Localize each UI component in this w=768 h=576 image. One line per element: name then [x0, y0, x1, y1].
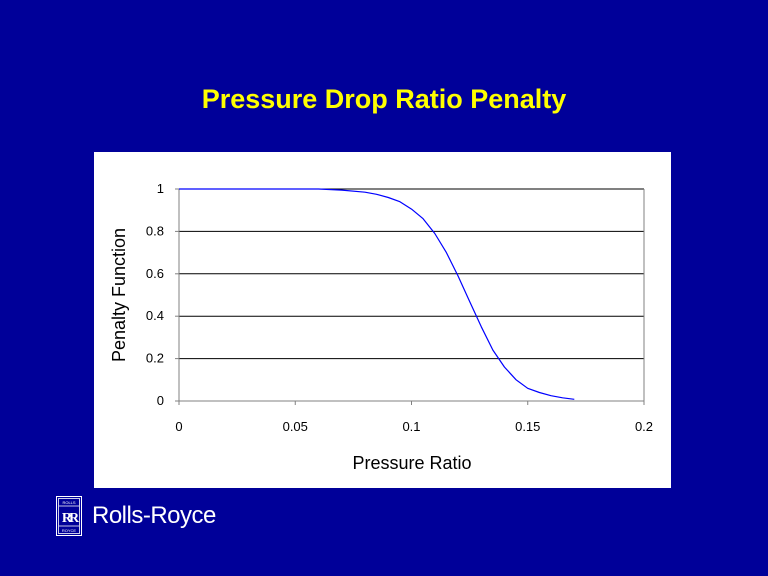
slide-title: Pressure Drop Ratio Penalty — [201, 84, 567, 114]
x-tick-label-1: 0.05 — [283, 419, 308, 434]
x-tick-label-4: 0.2 — [635, 419, 653, 434]
tick-labels: 0 0.2 0.4 0.6 0.8 1 0 0.05 0.1 0.15 0.2 — [146, 181, 653, 434]
y-tick-label-4: 0.8 — [146, 223, 164, 238]
x-tick-label-0: 0 — [175, 419, 182, 434]
series-line-0 — [179, 188, 575, 400]
badge-bottom-text: ROYCE — [62, 528, 77, 533]
gridlines — [179, 188, 644, 360]
chart-panel: 0 0.2 0.4 0.6 0.8 1 0 0.05 0.1 0.15 0.2 Pressure R… — [94, 152, 671, 488]
badge-letters: RR — [62, 511, 80, 526]
y-tick-label-0: 0 — [157, 393, 164, 408]
y-axis-title: Penalty Function — [109, 228, 129, 362]
line-chart: 0 0.2 0.4 0.6 0.8 1 0 0.05 0.1 0.15 0.2 Pressure R… — [109, 181, 653, 473]
x-axis-title: Pressure Ratio — [352, 453, 471, 473]
rolls-royce-logo: ROLLS RR ROYCE Rolls-Royce — [56, 496, 216, 536]
series-layer — [179, 188, 575, 400]
badge-top-text: ROLLS — [62, 500, 75, 505]
rr-badge-icon: ROLLS RR ROYCE — [56, 496, 82, 536]
y-tick-label-2: 0.4 — [146, 308, 164, 323]
axes — [175, 188, 645, 405]
y-tick-label-1: 0.2 — [146, 351, 164, 366]
logo-wordmark: Rolls-Royce — [92, 502, 216, 529]
y-tick-label-3: 0.6 — [146, 266, 164, 281]
x-tick-label-2: 0.1 — [402, 419, 420, 434]
x-tick-label-3: 0.15 — [515, 419, 540, 434]
y-tick-label-5: 1 — [157, 181, 164, 196]
